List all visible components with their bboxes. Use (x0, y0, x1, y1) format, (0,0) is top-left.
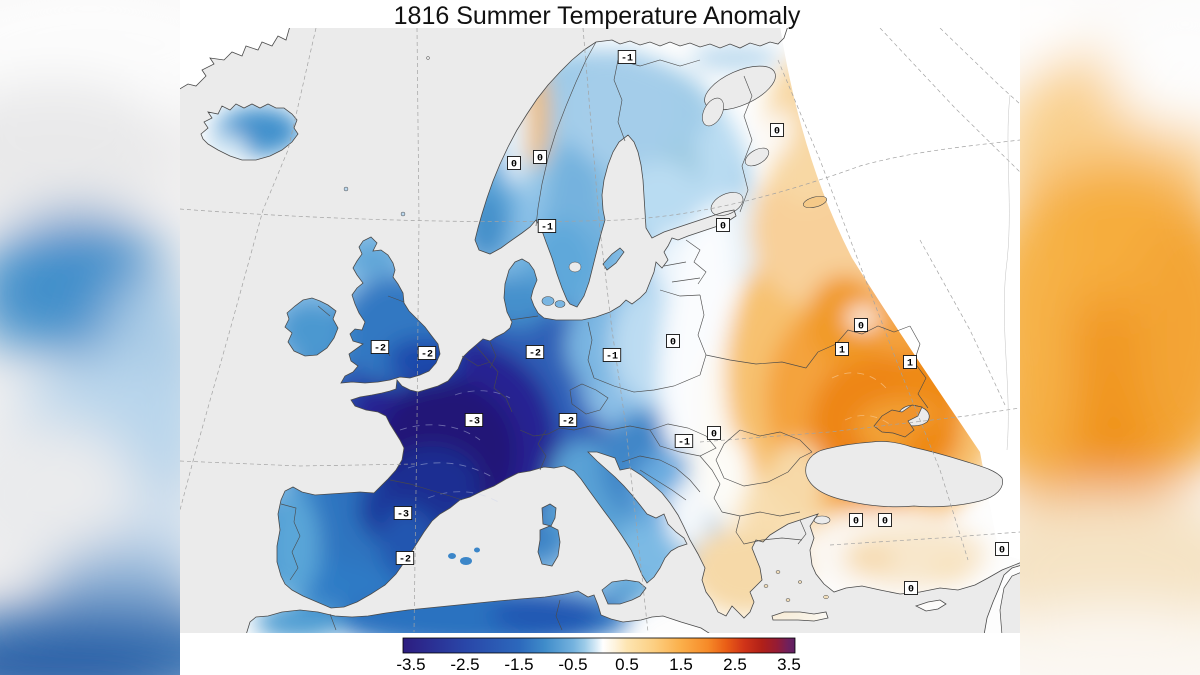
svg-text:-2: -2 (374, 344, 386, 355)
svg-text:-1: -1 (678, 438, 690, 449)
svg-text:-2: -2 (399, 555, 411, 566)
svg-text:-0.5: -0.5 (558, 655, 587, 674)
svg-text:0: 0 (858, 322, 864, 333)
svg-text:0: 0 (711, 430, 717, 441)
svg-text:-1.5: -1.5 (504, 655, 533, 674)
svg-text:0: 0 (670, 338, 676, 349)
svg-text:0: 0 (882, 517, 888, 528)
svg-text:-2: -2 (529, 349, 541, 360)
svg-text:-1: -1 (621, 54, 633, 65)
svg-text:-1: -1 (541, 223, 553, 234)
svg-text:0: 0 (537, 154, 543, 165)
svg-text:2.5: 2.5 (723, 655, 747, 674)
svg-text:-1: -1 (606, 352, 618, 363)
svg-text:0: 0 (908, 585, 914, 596)
svg-text:1.5: 1.5 (669, 655, 693, 674)
svg-text:0: 0 (511, 160, 517, 171)
svg-text:0: 0 (853, 517, 859, 528)
svg-text:-2: -2 (421, 350, 433, 361)
svg-text:1816 Summer Temperature Anomal: 1816 Summer Temperature Anomaly (394, 2, 801, 30)
svg-text:-2: -2 (562, 417, 574, 428)
svg-text:-3: -3 (397, 510, 409, 521)
svg-text:1: 1 (839, 346, 845, 357)
svg-text:3.5: 3.5 (777, 655, 801, 674)
svg-text:-3: -3 (468, 417, 480, 428)
svg-text:-2.5: -2.5 (450, 655, 479, 674)
svg-text:1: 1 (907, 359, 913, 370)
svg-text:-3.5: -3.5 (396, 655, 425, 674)
svg-text:0: 0 (774, 127, 780, 138)
svg-text:0: 0 (999, 546, 1005, 557)
svg-text:0: 0 (720, 222, 726, 233)
svg-text:0.5: 0.5 (615, 655, 639, 674)
